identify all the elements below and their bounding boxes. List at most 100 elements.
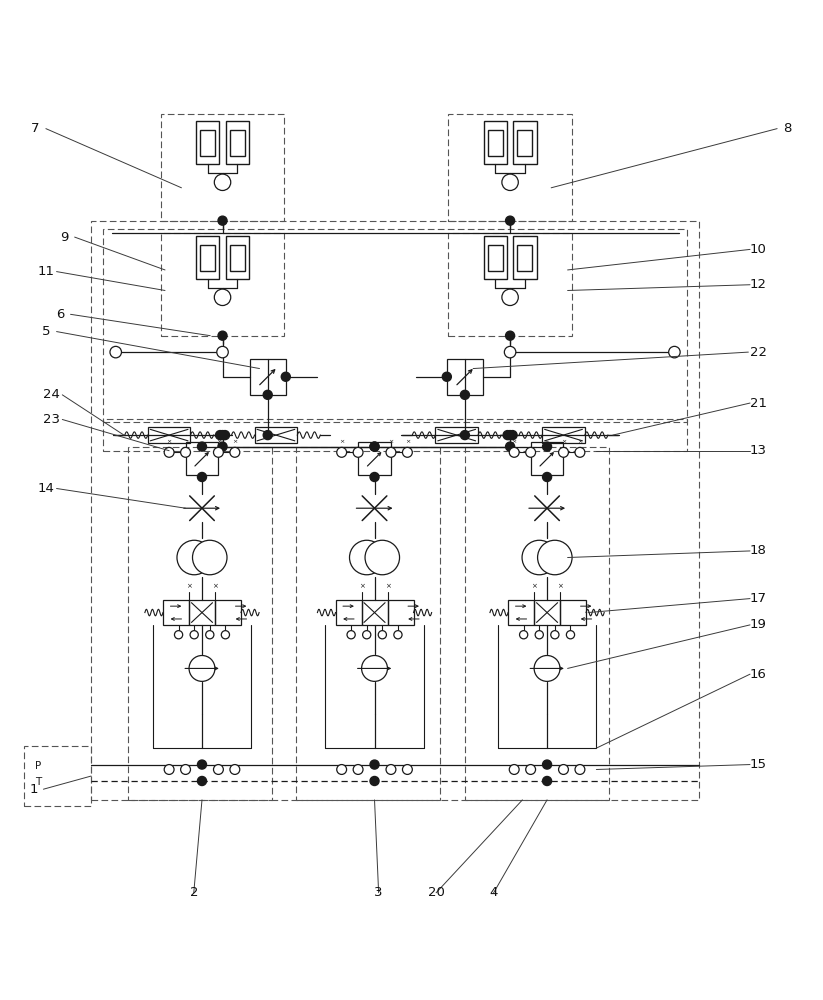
Text: ×: × — [557, 584, 563, 590]
Bar — [358, 442, 391, 475]
Text: 19: 19 — [750, 618, 767, 631]
Text: 17: 17 — [750, 592, 767, 605]
Bar — [336, 600, 361, 625]
Text: 11: 11 — [37, 265, 54, 278]
Circle shape — [394, 631, 402, 639]
Circle shape — [519, 631, 528, 639]
Circle shape — [213, 765, 223, 774]
Circle shape — [165, 765, 174, 774]
Circle shape — [526, 447, 536, 457]
Text: ×: × — [384, 584, 390, 590]
Bar — [189, 600, 215, 625]
Bar — [388, 600, 413, 625]
Circle shape — [551, 631, 559, 639]
Circle shape — [542, 442, 551, 451]
Circle shape — [542, 472, 551, 482]
Text: 18: 18 — [750, 544, 767, 557]
Circle shape — [165, 447, 174, 457]
Bar — [254, 427, 297, 443]
Bar — [24, 746, 91, 806]
Circle shape — [509, 447, 519, 457]
Circle shape — [110, 346, 122, 358]
Circle shape — [263, 431, 272, 440]
Circle shape — [508, 431, 517, 440]
Circle shape — [198, 776, 207, 786]
Bar — [449, 233, 572, 336]
Bar — [185, 442, 218, 475]
Circle shape — [177, 540, 212, 575]
Circle shape — [216, 346, 228, 358]
Circle shape — [402, 765, 412, 774]
Text: 10: 10 — [750, 243, 767, 256]
Circle shape — [363, 631, 371, 639]
Bar — [200, 245, 215, 271]
Text: 5: 5 — [42, 325, 50, 338]
Text: ×: × — [405, 439, 410, 444]
Bar — [488, 130, 503, 156]
Bar — [104, 229, 686, 422]
Circle shape — [370, 472, 379, 482]
Bar — [484, 236, 507, 279]
Circle shape — [566, 631, 574, 639]
Circle shape — [460, 431, 469, 440]
Circle shape — [505, 431, 514, 440]
Circle shape — [575, 765, 585, 774]
Bar — [296, 447, 440, 800]
Circle shape — [370, 760, 379, 769]
Text: 16: 16 — [750, 668, 767, 681]
Bar — [514, 236, 537, 279]
Bar — [447, 359, 483, 395]
Text: ×: × — [212, 584, 218, 590]
Text: ×: × — [388, 439, 393, 444]
Circle shape — [502, 289, 518, 306]
Text: 13: 13 — [750, 444, 767, 457]
Circle shape — [402, 447, 412, 457]
Circle shape — [198, 472, 207, 482]
Circle shape — [353, 765, 363, 774]
Circle shape — [337, 447, 346, 457]
Circle shape — [559, 765, 569, 774]
Text: ×: × — [186, 584, 192, 590]
Circle shape — [180, 765, 190, 774]
Circle shape — [350, 540, 384, 575]
Text: 14: 14 — [37, 482, 54, 495]
Text: 8: 8 — [783, 122, 792, 135]
Bar — [161, 233, 284, 336]
Circle shape — [353, 447, 363, 457]
Text: 1: 1 — [30, 783, 38, 796]
Text: 9: 9 — [61, 231, 69, 244]
Circle shape — [668, 346, 680, 358]
Bar — [534, 600, 560, 625]
Text: 12: 12 — [750, 278, 767, 291]
Circle shape — [230, 447, 239, 457]
Circle shape — [189, 655, 215, 681]
Circle shape — [442, 372, 451, 381]
Text: ×: × — [339, 439, 344, 444]
Circle shape — [505, 442, 514, 451]
Circle shape — [198, 760, 207, 769]
Bar — [200, 130, 215, 156]
Circle shape — [213, 447, 223, 457]
Text: ×: × — [531, 584, 537, 590]
Bar — [508, 600, 534, 625]
Circle shape — [365, 540, 399, 575]
Circle shape — [505, 331, 514, 340]
Circle shape — [522, 540, 556, 575]
Text: 24: 24 — [43, 388, 60, 401]
Bar — [230, 245, 245, 271]
Circle shape — [180, 447, 190, 457]
Circle shape — [509, 765, 519, 774]
Circle shape — [379, 631, 387, 639]
Circle shape — [190, 631, 198, 639]
Bar — [215, 600, 241, 625]
Circle shape — [370, 776, 379, 786]
Bar — [542, 427, 585, 443]
Text: 3: 3 — [374, 886, 383, 899]
Bar — [465, 447, 609, 800]
Text: ×: × — [577, 439, 583, 444]
Text: ×: × — [359, 584, 365, 590]
Bar — [230, 130, 245, 156]
Text: 21: 21 — [750, 397, 767, 410]
Circle shape — [535, 631, 543, 639]
Bar — [161, 114, 284, 221]
